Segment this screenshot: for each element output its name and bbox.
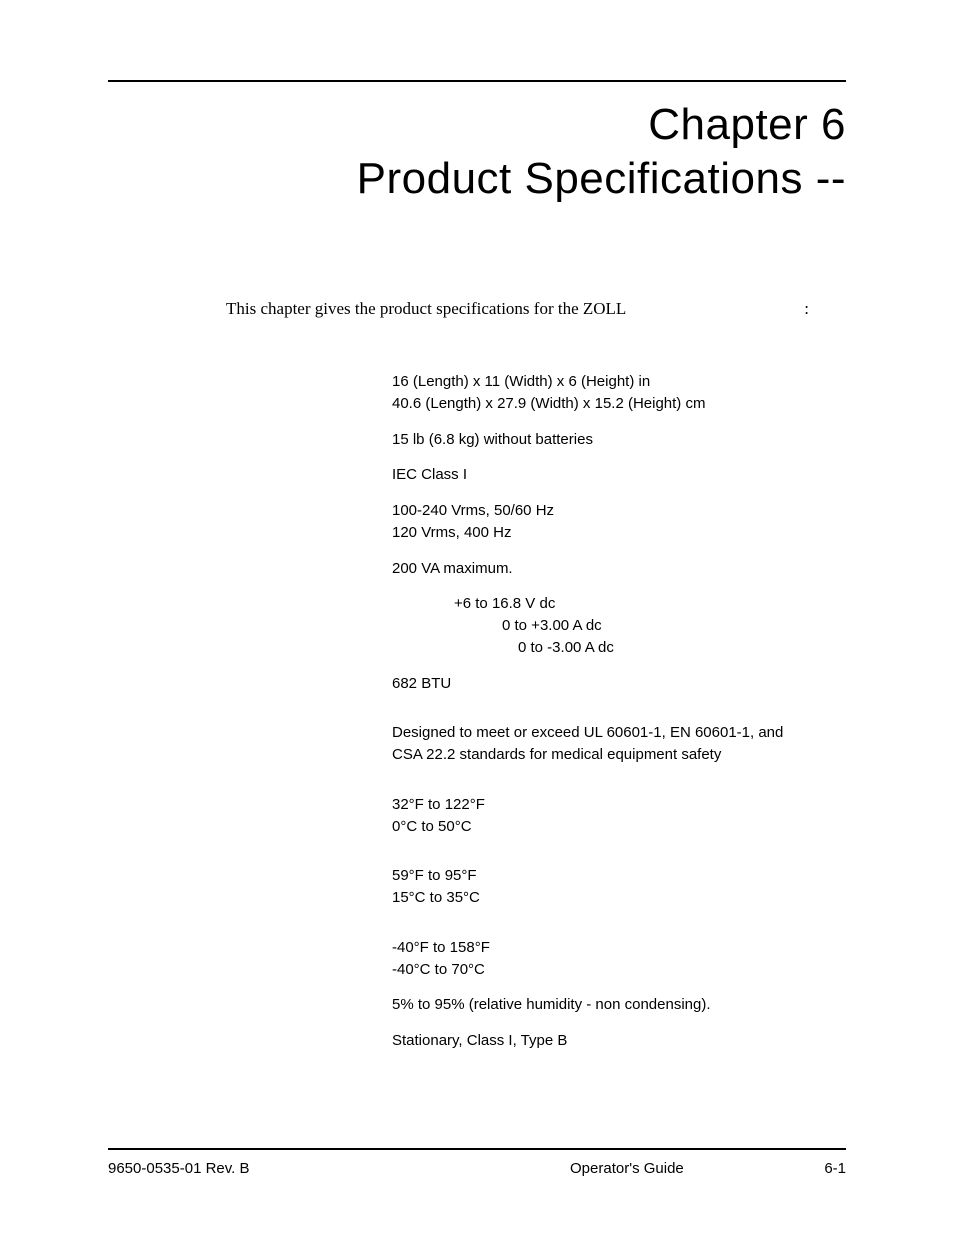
- spec-temp1-f: 32°F to 122°F: [392, 794, 846, 816]
- spec-safety: Designed to meet or exceed UL 60601-1, E…: [392, 722, 802, 766]
- spec-weight: 15 lb (6.8 kg) without batteries: [392, 429, 846, 451]
- spec-temp1-c: 0°C to 50°C: [392, 816, 846, 838]
- footer-row: 9650-0535-01 Rev. B Operator's Guide 6-1: [108, 1160, 846, 1177]
- intro-prefix: This chapter gives the product specifica…: [226, 299, 626, 318]
- spec-temp2-c: 15°C to 35°C: [392, 887, 846, 909]
- footer-doc-title: Operator's Guide: [429, 1160, 824, 1177]
- spec-dc-current-pos: 0 to +3.00 A dc: [392, 615, 846, 637]
- spec-temp-range-3: -40°F to 158°F -40°C to 70°C: [392, 937, 846, 981]
- spec-humidity: 5% to 95% (relative humidity - non conde…: [392, 994, 846, 1016]
- spec-btu: 682 BTU: [392, 673, 846, 695]
- spec-power-max-value: 200 VA maximum.: [392, 558, 846, 580]
- footer-doc-number: 9650-0535-01 Rev. B: [108, 1160, 249, 1177]
- chapter-heading: Chapter 6 Product Specifications --: [108, 100, 846, 204]
- spec-dc-voltage: +6 to 16.8 V dc: [392, 593, 846, 615]
- spec-humidity-value: 5% to 95% (relative humidity - non conde…: [392, 994, 846, 1016]
- page-footer: 9650-0535-01 Rev. B Operator's Guide 6-1: [108, 1148, 846, 1177]
- spec-temp-range-1: 32°F to 122°F 0°C to 50°C: [392, 794, 846, 838]
- spec-weight-value: 15 lb (6.8 kg) without batteries: [392, 429, 846, 451]
- spec-classification-value: Stationary, Class I, Type B: [392, 1030, 846, 1052]
- spec-power-line2: 120 Vrms, 400 Hz: [392, 522, 846, 544]
- intro-paragraph: This chapter gives the product specifica…: [226, 299, 846, 319]
- chapter-number: Chapter 6: [108, 100, 846, 150]
- spec-temp3-c: -40°C to 70°C: [392, 959, 846, 981]
- chapter-title: Product Specifications --: [108, 154, 846, 204]
- spec-iec-value: IEC Class I: [392, 464, 846, 486]
- footer-page-number: 6-1: [824, 1160, 846, 1177]
- specifications-block: 16 (Length) x 11 (Width) x 6 (Height) in…: [392, 371, 846, 1052]
- footer-horizontal-rule: [108, 1148, 846, 1150]
- spec-safety-text: Designed to meet or exceed UL 60601-1, E…: [392, 722, 802, 766]
- page-body: Chapter 6 Product Specifications -- This…: [0, 0, 954, 1052]
- spec-temp-range-2: 59°F to 95°F 15°C to 35°C: [392, 865, 846, 909]
- spec-dc-current-neg: 0 to -3.00 A dc: [392, 637, 846, 659]
- spec-btu-value: 682 BTU: [392, 673, 846, 695]
- top-horizontal-rule: [108, 80, 846, 82]
- spec-power-max: 200 VA maximum.: [392, 558, 846, 580]
- spec-iec-class: IEC Class I: [392, 464, 846, 486]
- spec-classification: Stationary, Class I, Type B: [392, 1030, 846, 1052]
- spec-dimensions-cm: 40.6 (Length) x 27.9 (Width) x 15.2 (Hei…: [392, 393, 846, 415]
- spec-dc: +6 to 16.8 V dc 0 to +3.00 A dc 0 to -3.…: [392, 593, 846, 658]
- spec-temp3-f: -40°F to 158°F: [392, 937, 846, 959]
- spec-dimensions: 16 (Length) x 11 (Width) x 6 (Height) in…: [392, 371, 846, 415]
- intro-suffix: :: [804, 299, 809, 318]
- spec-power-input: 100-240 Vrms, 50/60 Hz 120 Vrms, 400 Hz: [392, 500, 846, 544]
- spec-power-line1: 100-240 Vrms, 50/60 Hz: [392, 500, 846, 522]
- spec-temp2-f: 59°F to 95°F: [392, 865, 846, 887]
- spec-dimensions-in: 16 (Length) x 11 (Width) x 6 (Height) in: [392, 371, 846, 393]
